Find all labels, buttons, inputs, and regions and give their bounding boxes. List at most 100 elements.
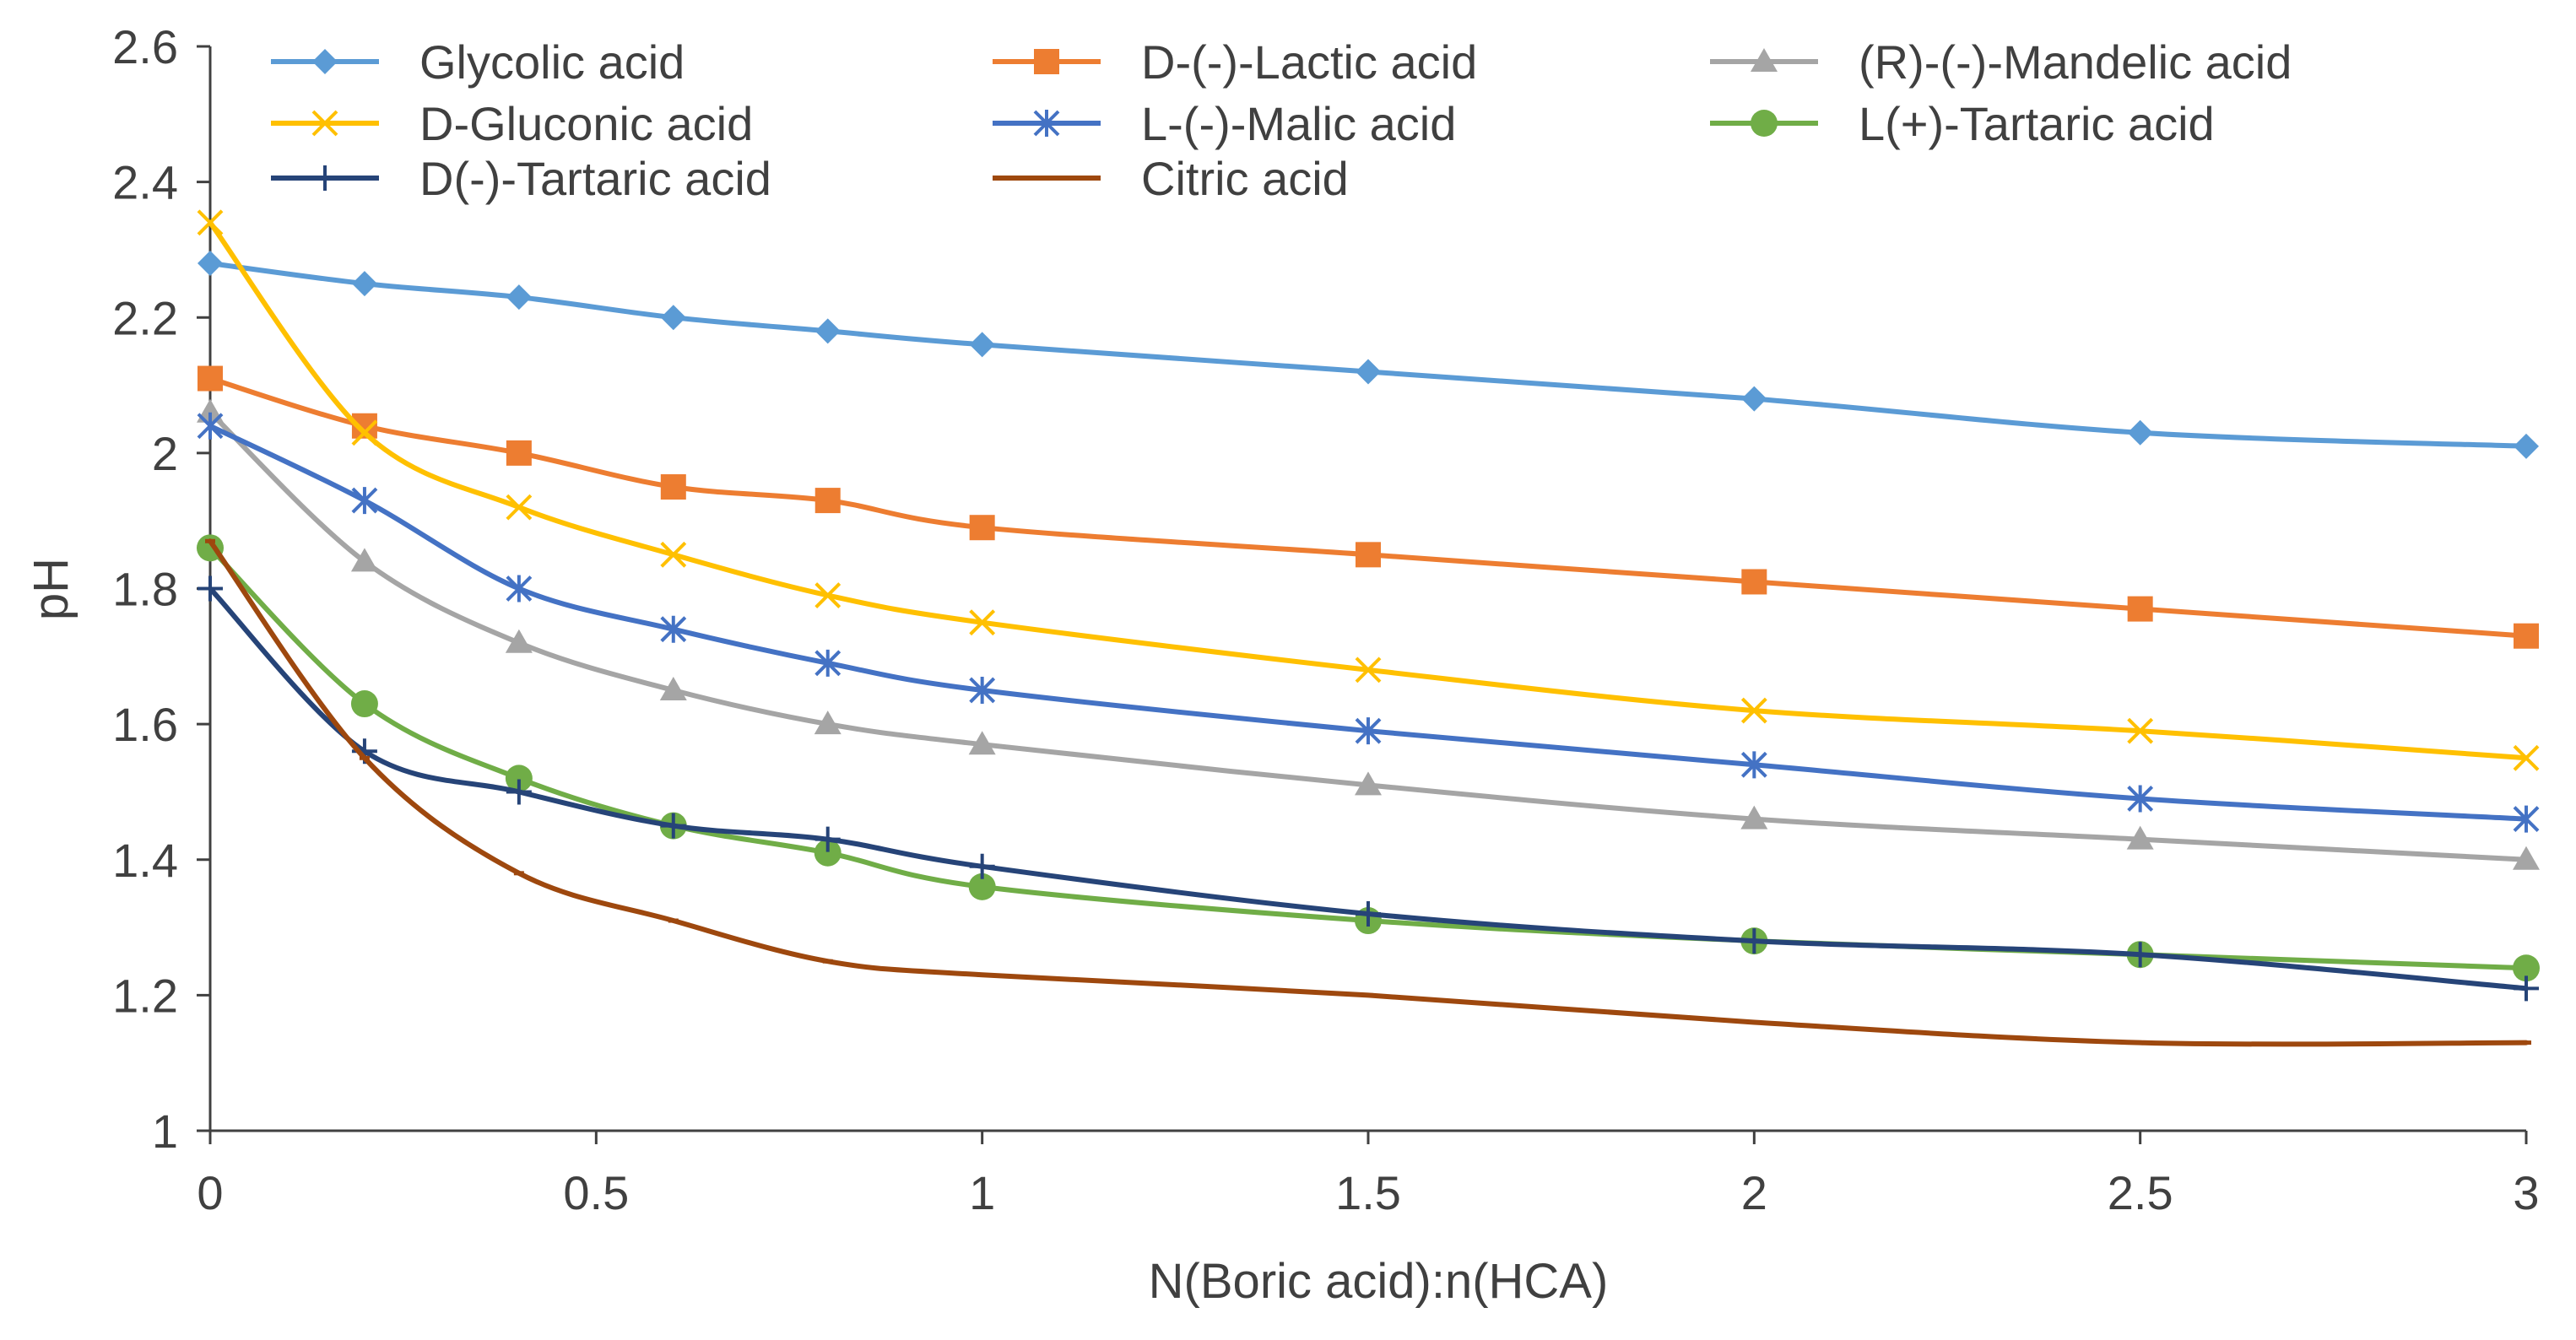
y-tick-label: 2.2 <box>112 291 178 344</box>
data-point <box>969 515 995 541</box>
data-point <box>1356 542 1381 568</box>
legend-item: L-(-)-Malic acid <box>993 97 1456 150</box>
legend-item: L(+)-Tartaric acid <box>1710 97 2215 150</box>
data-point <box>1740 751 1767 779</box>
data-point <box>660 615 687 643</box>
x-tick-label: 1.5 <box>1335 1166 1401 1219</box>
data-point <box>2513 846 2540 870</box>
series-4 <box>197 412 2540 833</box>
legend-label: L(+)-Tartaric acid <box>1859 97 2215 150</box>
data-point <box>2127 419 2153 446</box>
legend-marker <box>1751 110 1778 137</box>
data-point <box>1741 569 1767 595</box>
series-3 <box>197 209 2540 771</box>
legend-marker <box>312 165 338 191</box>
data-point <box>1355 656 1382 684</box>
data-point <box>2126 825 2154 850</box>
data-point <box>1740 805 1768 829</box>
legend-marker <box>1033 110 1060 137</box>
y-tick-label: 1 <box>152 1105 178 1158</box>
data-point <box>659 676 687 700</box>
legend-label: D-(-)-Lactic acid <box>1141 35 1477 89</box>
data-point <box>1355 717 1382 745</box>
data-point <box>2127 596 2153 622</box>
data-point <box>2513 805 2540 833</box>
data-point <box>2514 433 2539 459</box>
data-point <box>350 690 378 718</box>
data-point <box>814 649 842 677</box>
y-tick-label: 2.6 <box>112 20 178 73</box>
data-point <box>198 365 223 392</box>
data-point <box>660 813 686 839</box>
data-point <box>2127 717 2154 744</box>
legend: Glycolic acid D-(-)-Lactic acid (R)-(-)-Ma… <box>271 35 2292 205</box>
data-point <box>506 284 532 311</box>
data-point <box>198 251 223 276</box>
data-point <box>197 398 224 423</box>
data-point <box>1356 359 1381 385</box>
data-point <box>1740 697 1767 724</box>
data-point <box>197 209 224 236</box>
data-point <box>350 548 378 572</box>
data-point <box>969 609 996 636</box>
legend-label: D(-)-Tartaric acid <box>419 152 771 205</box>
data-point <box>351 487 378 515</box>
series-line <box>208 538 2529 1047</box>
data-point <box>506 440 532 466</box>
series-line <box>208 423 2529 822</box>
y-tick-label: 2 <box>152 427 178 480</box>
data-point <box>968 873 996 900</box>
data-point <box>660 305 686 331</box>
data-point <box>1356 901 1381 927</box>
data-point <box>660 474 686 500</box>
data-point <box>814 711 842 735</box>
data-point <box>814 582 842 608</box>
series-line <box>208 586 2529 991</box>
legend-marker <box>311 110 338 137</box>
y-tick-label: 1.2 <box>112 969 178 1022</box>
legend-label: (R)-(-)-Mandelic acid <box>1859 35 2292 89</box>
data-point <box>968 731 996 755</box>
series-line <box>208 261 2529 449</box>
data-point <box>351 271 377 297</box>
x-tick-label: 2 <box>1741 1166 1767 1219</box>
legend-label: L-(-)-Malic acid <box>1141 97 1456 150</box>
y-tick-label: 1.6 <box>112 698 178 751</box>
data-point <box>506 575 533 602</box>
data-point <box>197 412 224 440</box>
data-point <box>2514 975 2539 1002</box>
data-point <box>351 419 378 446</box>
data-point <box>505 629 533 653</box>
legend-label: Citric acid <box>1141 152 1349 205</box>
data-point <box>2127 942 2153 968</box>
legend-marker <box>312 49 338 74</box>
data-point <box>2513 954 2540 982</box>
legend-item: Citric acid <box>993 152 1349 205</box>
series-line <box>208 376 2529 639</box>
data-point <box>814 488 841 514</box>
legend-label: Glycolic acid <box>419 35 685 89</box>
y-tick-label: 2.4 <box>112 156 178 209</box>
data-point <box>506 494 533 521</box>
data-point <box>2513 744 2540 771</box>
series-7 <box>205 538 2531 1047</box>
data-point <box>814 839 842 867</box>
x-tick-label: 3 <box>2513 1166 2539 1219</box>
y-axis-title: pH <box>24 558 78 620</box>
data-point <box>969 332 995 358</box>
legend-marker <box>1751 48 1778 72</box>
legend-item: Glycolic acid <box>271 35 685 89</box>
data-point <box>814 318 841 344</box>
y-tick-label: 1.4 <box>112 834 178 887</box>
legend-marker <box>1034 49 1059 74</box>
y-tick-label: 1.8 <box>112 563 178 616</box>
data-point <box>660 541 687 568</box>
data-point <box>969 853 995 879</box>
x-tick-label: 2.5 <box>2108 1166 2173 1219</box>
data-point <box>505 765 533 792</box>
series-line <box>208 409 2529 862</box>
x-axis-title: N(Boric acid):n(HCA) <box>1149 1254 1609 1309</box>
data-point <box>2127 785 2154 813</box>
